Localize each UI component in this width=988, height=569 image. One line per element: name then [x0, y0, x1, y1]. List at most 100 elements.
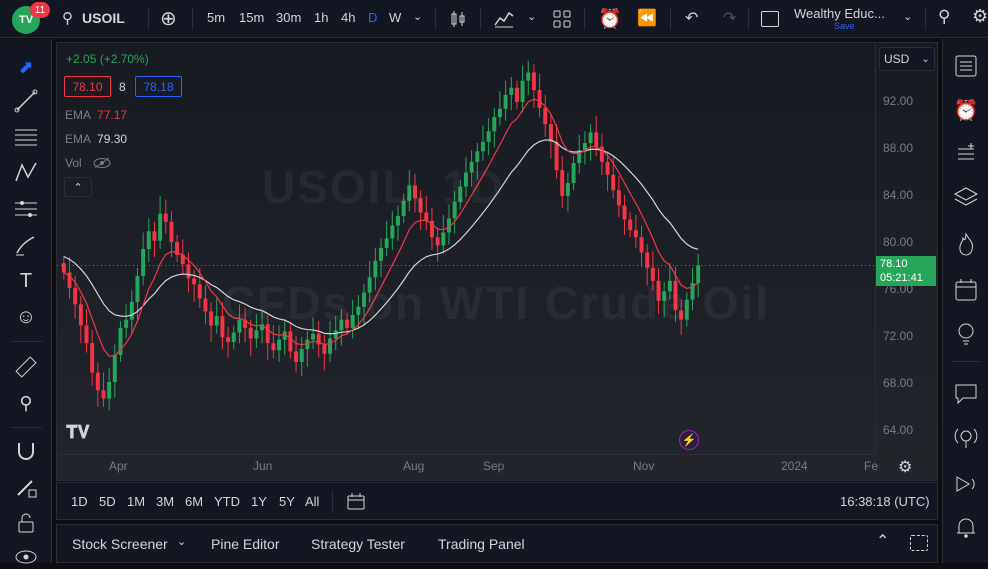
cursor-icon[interactable]: ⬈	[18, 56, 34, 77]
chart-settings-gear-icon[interactable]: ⚙	[898, 459, 913, 476]
ideas-lightbulb-icon[interactable]	[953, 321, 979, 347]
candle-body	[339, 319, 344, 331]
fullscreen-icon[interactable]	[761, 11, 779, 27]
candle-body	[656, 280, 661, 301]
chevron-down-icon[interactable]: ⌄	[413, 11, 423, 23]
chats-icon[interactable]	[953, 381, 979, 407]
range-1y[interactable]: 1Y	[251, 494, 267, 509]
timeframe-d[interactable]: D	[368, 10, 378, 25]
watchlist-icon[interactable]	[953, 53, 979, 79]
maximize-panel-icon[interactable]	[910, 535, 928, 551]
hidden-eye-icon[interactable]	[93, 157, 111, 169]
trend-line-icon[interactable]	[14, 89, 38, 113]
timeframe-5m[interactable]: 5m	[207, 10, 226, 25]
range-5d[interactable]: 5D	[99, 494, 116, 509]
lock-icon[interactable]	[14, 511, 38, 535]
settings-gear-icon[interactable]: ⚙	[972, 6, 988, 26]
ema-slow-legend[interactable]: EMA 79.30	[65, 132, 127, 146]
chevron-up-icon[interactable]: ⌃	[876, 533, 890, 550]
redo-icon[interactable]: ↷	[723, 10, 737, 27]
quick-search-icon[interactable]: ⚲	[938, 7, 951, 26]
alarm-clock-icon[interactable]: ⏰	[953, 99, 979, 122]
range-1m[interactable]: 1M	[127, 494, 146, 509]
indicators-icon[interactable]	[494, 10, 514, 28]
layers-icon[interactable]	[953, 185, 979, 211]
layouts-grid-icon[interactable]	[553, 10, 571, 28]
fib-retracement-icon[interactable]	[14, 125, 38, 149]
currency-select[interactable]: USD ⌄	[879, 47, 935, 71]
chevron-up-icon: ⌃	[73, 181, 83, 194]
candle-body	[118, 327, 123, 355]
candle-body	[299, 349, 304, 363]
price-axis[interactable]	[875, 42, 938, 454]
timeframe-w[interactable]: W	[389, 10, 402, 25]
tab-strategy-tester[interactable]: Strategy Tester	[311, 536, 405, 552]
chevron-down-icon[interactable]: ⌄	[177, 536, 187, 548]
range-3m[interactable]: 3M	[156, 494, 175, 509]
utc-clock[interactable]: 16:38:18 (UTC)	[840, 494, 930, 509]
eye-icon[interactable]	[14, 545, 38, 569]
candle-body	[231, 332, 236, 342]
range-5y[interactable]: 5Y	[279, 494, 295, 509]
goto-date-calendar-icon[interactable]	[346, 492, 366, 510]
chevron-down-icon[interactable]: ⌄	[527, 11, 537, 23]
search-icon[interactable]: ⚲	[62, 10, 73, 27]
candle-body	[401, 200, 406, 217]
candles-icon[interactable]	[449, 10, 467, 28]
compare-add-icon[interactable]: ⊕	[160, 8, 177, 30]
top-toolbar: TV 11 ⚲ USOIL ⊕ 5m 15m 30m 1h 4h D W ⌄ ⌄…	[0, 0, 988, 38]
collapse-legend-button[interactable]: ⌃	[64, 177, 92, 197]
emoji-icon[interactable]: ☺	[15, 305, 37, 328]
timeframe-15m[interactable]: 15m	[239, 10, 265, 25]
sell-price-button[interactable]: 78.10	[64, 76, 111, 97]
layout-name[interactable]: Wealthy Educ...	[794, 6, 885, 21]
buy-price-button[interactable]: 78.18	[135, 76, 182, 97]
ema-fast-legend[interactable]: EMA 77.17	[65, 108, 127, 122]
price-tick-label: 64.00	[883, 423, 914, 438]
ema-slow-value: 79.30	[97, 132, 128, 146]
price-chart[interactable]	[57, 43, 938, 455]
forecast-icon[interactable]	[14, 197, 38, 221]
time-label-sep: Sep	[483, 459, 505, 473]
range-1d[interactable]: 1D	[71, 494, 88, 509]
calendar-icon[interactable]	[953, 277, 979, 303]
volume-legend[interactable]: Vol	[65, 155, 111, 170]
notifications-bell-icon[interactable]	[953, 515, 979, 541]
timeframe-1h[interactable]: 1h	[314, 10, 329, 25]
alert-clock-icon[interactable]: ⏰	[598, 9, 622, 30]
symbol-search[interactable]: USOIL	[82, 10, 125, 26]
bottom-panel: Stock Screener ⌄ Pine Editor Strategy Te…	[56, 524, 938, 563]
candle-body	[192, 278, 197, 285]
range-6m[interactable]: 6M	[185, 494, 204, 509]
streams-icon[interactable]	[953, 425, 979, 451]
tab-trading-panel[interactable]: Trading Panel	[438, 536, 525, 552]
magnet-icon[interactable]	[14, 439, 38, 463]
replay-icon[interactable]: ⏪	[637, 10, 657, 27]
lightning-icon[interactable]: ⚡	[679, 430, 699, 450]
avatar-initials: TV	[18, 14, 34, 26]
text-icon[interactable]: T	[19, 269, 33, 292]
undo-icon[interactable]: ↶	[685, 10, 699, 27]
candle-body	[254, 330, 259, 339]
pattern-icon[interactable]	[14, 161, 38, 185]
timeframe-30m[interactable]: 30m	[276, 10, 302, 25]
broadcast-icon[interactable]	[953, 471, 979, 497]
ruler-icon[interactable]	[14, 355, 38, 379]
tab-pine-editor[interactable]: Pine Editor	[211, 536, 280, 552]
save-label[interactable]: Save	[834, 21, 855, 31]
brush-icon[interactable]	[14, 233, 38, 257]
chart-pane[interactable]	[56, 42, 938, 481]
ema-fast-line	[63, 98, 699, 357]
range-all[interactable]: All	[305, 494, 320, 509]
chevron-down-icon[interactable]: ⌄	[903, 11, 913, 23]
zoom-in-icon[interactable]: ⚲	[19, 392, 33, 413]
data-window-icon[interactable]	[953, 141, 979, 167]
hotlist-flame-icon[interactable]	[953, 231, 979, 257]
tab-stock-screener[interactable]: Stock Screener	[72, 536, 168, 552]
candle-body	[662, 291, 667, 301]
range-ytd[interactable]: YTD	[214, 494, 240, 509]
lock-drawing-pencil-icon[interactable]	[14, 475, 38, 499]
tradingview-logo-icon[interactable]: 𝐓𝐕	[66, 422, 90, 442]
timeframe-4h[interactable]: 4h	[341, 10, 356, 25]
divider	[435, 8, 436, 30]
